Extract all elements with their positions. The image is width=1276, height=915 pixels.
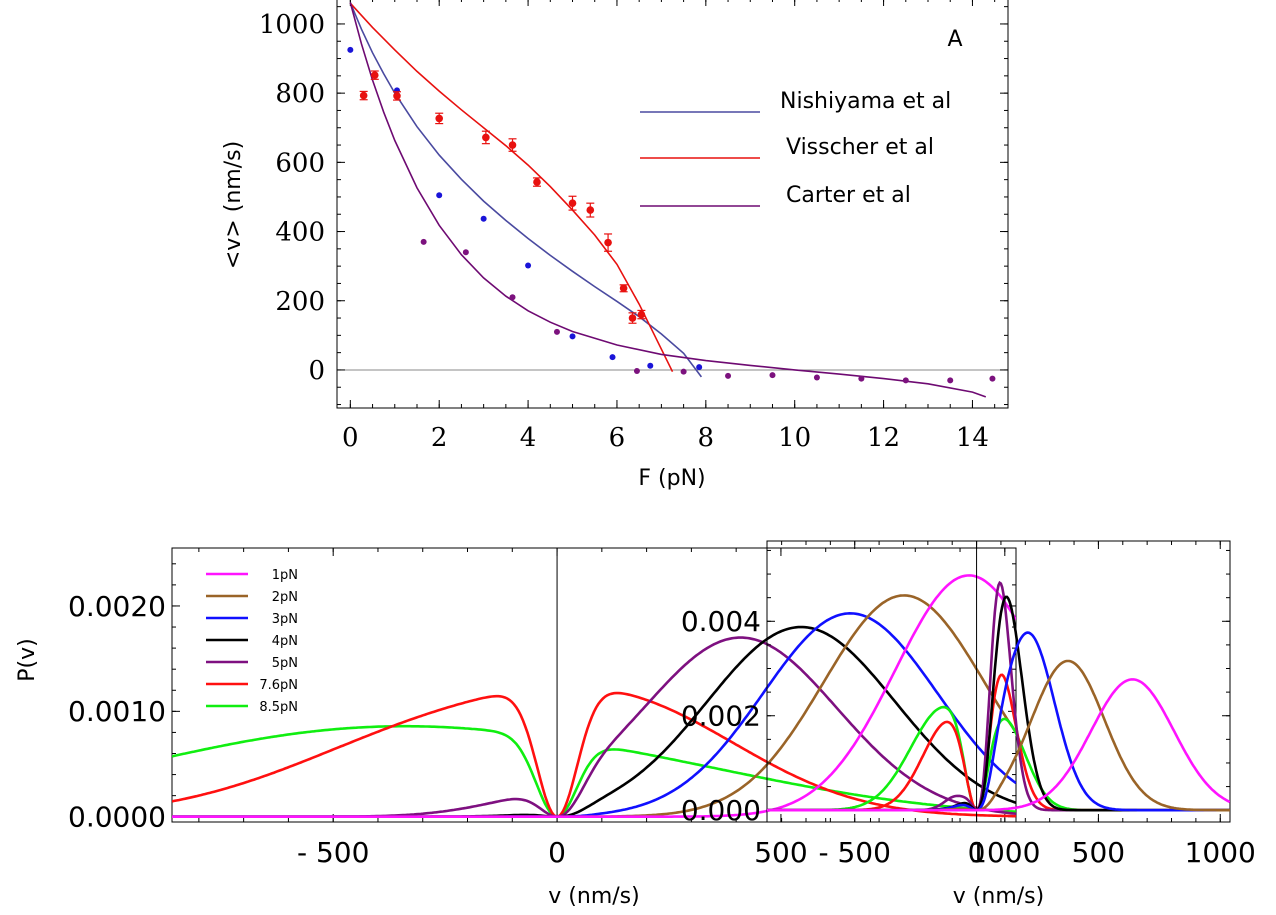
data-point	[637, 310, 646, 319]
data-point	[359, 91, 368, 100]
data-point	[482, 133, 490, 142]
legend-label: Visscher et al	[786, 135, 934, 160]
x-axis-label: F (pN)	[638, 466, 705, 491]
data-point	[633, 367, 640, 374]
panel-label: A	[947, 27, 962, 52]
data-point	[947, 377, 954, 384]
y-tick-label: 800	[275, 79, 325, 109]
data-point	[435, 114, 444, 123]
data-point	[420, 238, 427, 245]
x-tick-label: 14	[956, 423, 989, 453]
x-tick-label: 10	[778, 423, 811, 453]
legend-label: 7.6pN	[259, 678, 298, 693]
x-axis-label: v (nm/s)	[953, 884, 1044, 909]
data-point	[813, 374, 820, 381]
y-axis-label: <v> (nm/s)	[221, 141, 246, 269]
data-point	[604, 238, 612, 247]
y-tick-label: 0.000	[681, 794, 761, 827]
x-tick-label: 500	[1072, 836, 1125, 869]
y-tick-label: 600	[275, 148, 325, 178]
x-tick-label: 8	[698, 423, 715, 453]
legend-label: 4pN	[272, 634, 298, 649]
legend-label: Nishiyama et al	[780, 89, 951, 114]
y-tick-label: 400	[275, 218, 325, 248]
legend-label: Carter et al	[786, 183, 911, 208]
data-point	[568, 199, 577, 207]
data-point	[725, 372, 732, 379]
x-axis-label: v (nm/s)	[548, 884, 639, 909]
x-tick-label: 0	[968, 836, 986, 869]
panel-a-force-velocity: 0 2 4 6 8 10 12 14 0 200 400 600 800 1000 Nishiyama et…	[221, 0, 1009, 491]
data-point	[553, 328, 560, 335]
plot-frame	[766, 540, 1231, 823]
x-tick-label: 4	[520, 423, 537, 453]
data-point	[858, 375, 865, 382]
data-point	[569, 333, 576, 340]
y-tick-label: 0.004	[681, 605, 761, 638]
legend-label: 5pN	[272, 656, 298, 671]
data-point	[509, 294, 516, 301]
data-point	[533, 178, 541, 186]
fit-curve-visscher-et-al	[349, 2, 674, 373]
data-point	[769, 372, 776, 379]
data-point	[647, 362, 654, 369]
data-point	[525, 262, 532, 269]
y-tick-label: 200	[275, 287, 325, 317]
data-point	[436, 192, 443, 199]
y-tick-label: 0	[308, 356, 325, 386]
data-point	[609, 354, 616, 361]
legend-label: 2pN	[272, 590, 298, 605]
data-point	[680, 368, 687, 375]
fit-curve-carter-et-al	[349, 2, 987, 398]
y-tick-label: 0.0010	[68, 695, 166, 728]
x-tick-label: 6	[609, 423, 626, 453]
x-tick-label: 1000	[1185, 836, 1256, 869]
y-tick-label: 1000	[259, 10, 325, 40]
data-point	[586, 206, 595, 214]
data-point	[989, 375, 996, 382]
y-axis-label: P(v)	[15, 638, 40, 681]
density-curve-1pN	[172, 574, 1016, 818]
legend-label: 8.5pN	[259, 700, 298, 715]
x-tick-label: 1000	[969, 836, 1040, 869]
data-point	[619, 284, 628, 293]
y-tick-label: 0.0020	[68, 590, 166, 623]
x-tick-label: 12	[867, 423, 900, 453]
legend-label: 3pN	[272, 612, 298, 627]
curves-group	[767, 580, 1230, 812]
density-curve-1pN	[767, 678, 1230, 812]
y-tick-label: 0.002	[681, 700, 761, 733]
data-point	[696, 364, 703, 371]
x-tick-label: 0	[342, 423, 359, 453]
data-point	[628, 314, 637, 322]
data-point	[393, 92, 401, 100]
data-point	[508, 141, 517, 149]
panel-c-velocity-distribution-right: - 500 0 500 1000 0.000 0.002 0.004 v (nm/s)	[681, 540, 1256, 909]
plot-frame	[336, 0, 1009, 409]
data-point	[370, 71, 379, 79]
data-point	[902, 377, 909, 384]
x-tick-label: 0	[548, 836, 566, 869]
density-curve-4pN	[172, 625, 1016, 818]
x-tick-label: 500	[754, 836, 807, 869]
x-tick-label: - 500	[297, 836, 369, 869]
legend-label: 1pN	[272, 568, 298, 583]
data-point	[347, 46, 354, 53]
x-tick-label: - 500	[818, 836, 890, 869]
curves-group	[172, 574, 1016, 819]
plot-frame	[171, 547, 1017, 823]
density-curve-5pN	[172, 636, 1016, 819]
x-tick-label: 2	[431, 423, 448, 453]
data-point	[480, 215, 487, 222]
density-curve-7-6pN	[172, 691, 1016, 818]
data-point	[462, 249, 469, 256]
y-tick-label: 0.0000	[68, 801, 166, 834]
